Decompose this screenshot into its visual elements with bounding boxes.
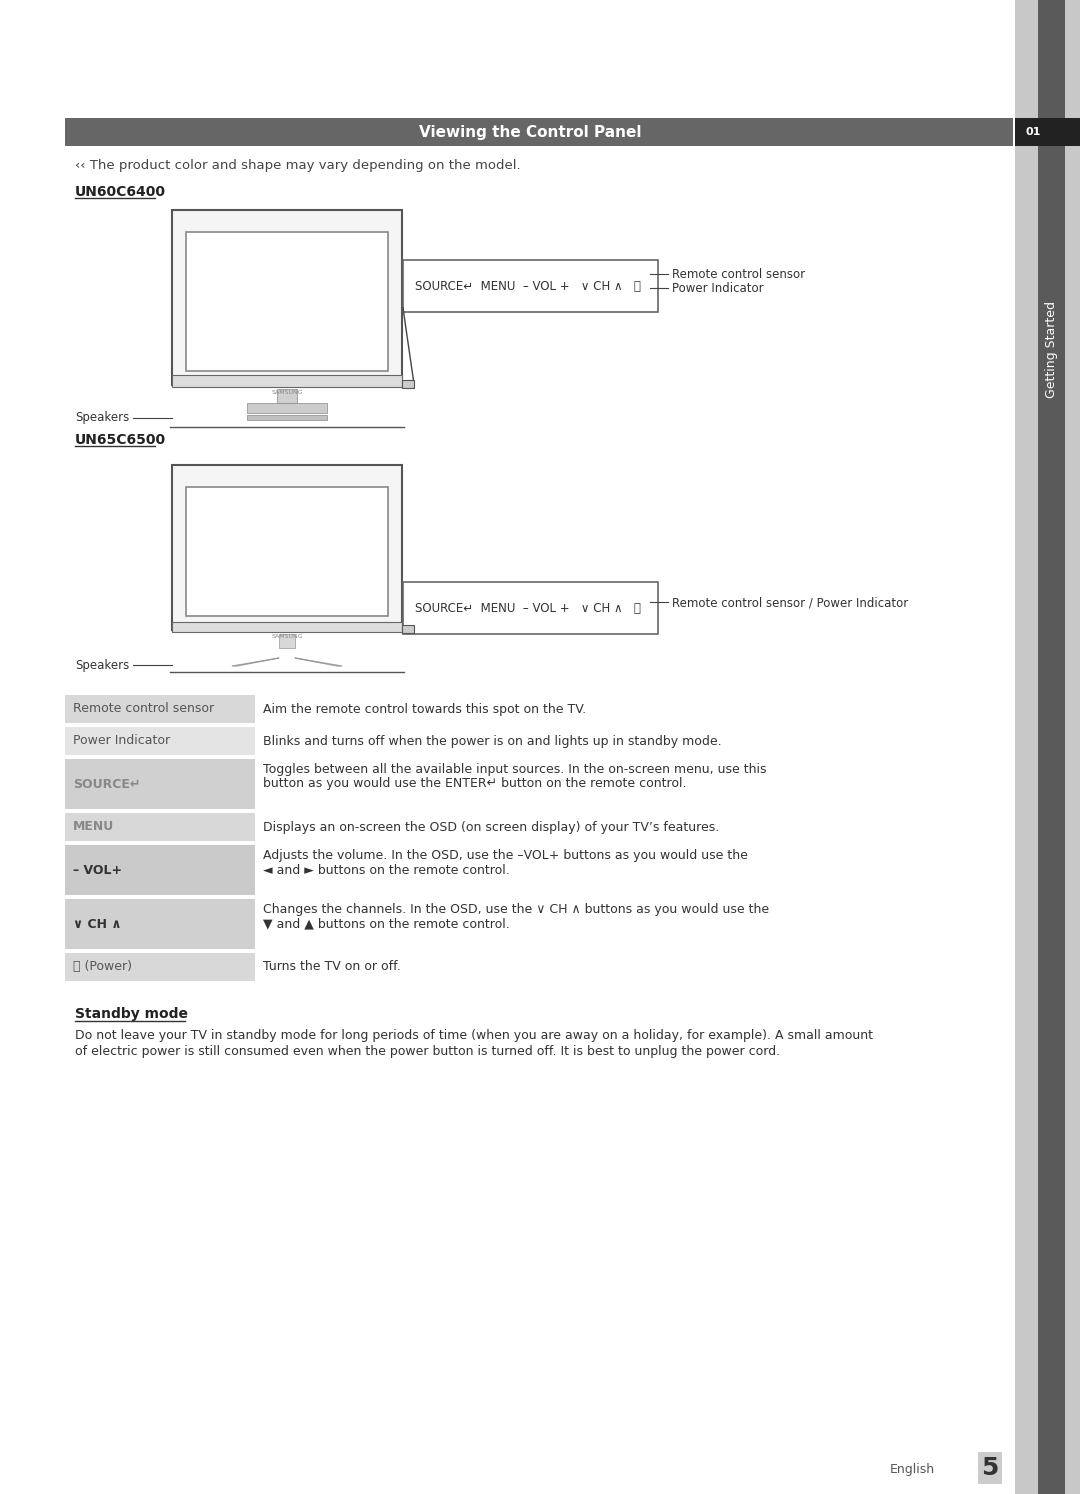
Text: Power Indicator: Power Indicator	[73, 735, 171, 747]
Text: ⏻ (Power): ⏻ (Power)	[73, 961, 132, 974]
Text: Toggles between all the available input sources. In the on-screen menu, use this: Toggles between all the available input …	[264, 762, 767, 775]
Bar	[172, 622, 402, 632]
Bar	[402, 624, 414, 633]
Bar	[65, 118, 1013, 146]
Bar	[172, 375, 402, 387]
Text: button as you would use the ENTER↵ button on the remote control.: button as you would use the ENTER↵ butto…	[264, 777, 687, 790]
Bar	[276, 388, 297, 403]
Text: Do not leave your TV in standby mode for long periods of time (when you are away: Do not leave your TV in standby mode for…	[75, 1029, 873, 1041]
Text: Changes the channels. In the OSD, use the ∨ CH ∧ buttons as you would use the: Changes the channels. In the OSD, use th…	[264, 902, 769, 916]
Bar	[172, 465, 402, 630]
Text: Blinks and turns off when the power is on and lights up in standby mode.: Blinks and turns off when the power is o…	[264, 735, 721, 747]
Text: ▼ and ▲ buttons on the remote control.: ▼ and ▲ buttons on the remote control.	[264, 917, 510, 931]
Bar	[1015, 0, 1080, 1494]
Text: Displays an on-screen the OSD (on screen display) of your TV’s features.: Displays an on-screen the OSD (on screen…	[264, 820, 719, 834]
Text: UN65C6500: UN65C6500	[75, 433, 166, 447]
Bar	[65, 695, 255, 723]
Bar	[172, 211, 402, 385]
Text: ‹‹ The product color and shape may vary depending on the model.: ‹‹ The product color and shape may vary …	[75, 158, 521, 172]
Bar	[247, 403, 327, 412]
Text: Aim the remote control towards this spot on the TV.: Aim the remote control towards this spot…	[264, 702, 586, 716]
Bar	[1038, 0, 1065, 1494]
Bar	[403, 583, 658, 633]
Text: SAMSUNG: SAMSUNG	[271, 635, 302, 639]
Text: ∨ CH ∧: ∨ CH ∧	[73, 917, 121, 931]
Text: SAMSUNG: SAMSUNG	[271, 390, 302, 396]
Bar	[402, 379, 414, 388]
Bar	[65, 846, 255, 895]
Polygon shape	[295, 657, 342, 666]
Text: Turns the TV on or off.: Turns the TV on or off.	[264, 961, 401, 974]
Text: Viewing the Control Panel: Viewing the Control Panel	[419, 124, 642, 139]
Text: SOURCE↵: SOURCE↵	[73, 777, 140, 790]
Text: ◄ and ► buttons on the remote control.: ◄ and ► buttons on the remote control.	[264, 864, 510, 877]
Text: Remote control sensor: Remote control sensor	[73, 702, 214, 716]
Text: of electric power is still consumed even when the power button is turned off. It: of electric power is still consumed even…	[75, 1044, 780, 1058]
Text: Remote control sensor / Power Indicator: Remote control sensor / Power Indicator	[672, 596, 908, 610]
Bar	[65, 759, 255, 808]
Bar	[1015, 118, 1080, 146]
Text: Remote control sensor: Remote control sensor	[672, 269, 805, 281]
Text: Speakers: Speakers	[75, 411, 130, 424]
Bar	[65, 728, 255, 754]
Text: English: English	[890, 1464, 935, 1476]
Text: 5: 5	[982, 1457, 999, 1481]
Text: SOURCE↵  MENU  – VOL +   ∨ CH ∧   ⏻: SOURCE↵ MENU – VOL + ∨ CH ∧ ⏻	[415, 279, 640, 293]
Text: Getting Started: Getting Started	[1044, 302, 1057, 399]
Text: Speakers: Speakers	[75, 659, 130, 671]
Bar	[279, 633, 295, 648]
Text: Power Indicator: Power Indicator	[672, 282, 764, 296]
Bar	[65, 953, 255, 982]
Text: – VOL+: – VOL+	[73, 864, 122, 877]
Bar	[65, 813, 255, 841]
Text: UN60C6400: UN60C6400	[75, 185, 166, 199]
Bar	[247, 415, 327, 420]
Bar	[65, 899, 255, 949]
Bar	[186, 232, 388, 371]
Text: MENU: MENU	[73, 820, 114, 834]
Text: 01: 01	[1025, 127, 1040, 137]
Polygon shape	[232, 657, 279, 666]
Text: Adjusts the volume. In the OSD, use the –VOL+ buttons as you would use the: Adjusts the volume. In the OSD, use the …	[264, 849, 747, 862]
Text: Standby mode: Standby mode	[75, 1007, 188, 1020]
Text: SOURCE↵  MENU  – VOL +   ∨ CH ∧   ⏻: SOURCE↵ MENU – VOL + ∨ CH ∧ ⏻	[415, 602, 640, 614]
Bar	[186, 487, 388, 616]
Bar	[403, 260, 658, 312]
